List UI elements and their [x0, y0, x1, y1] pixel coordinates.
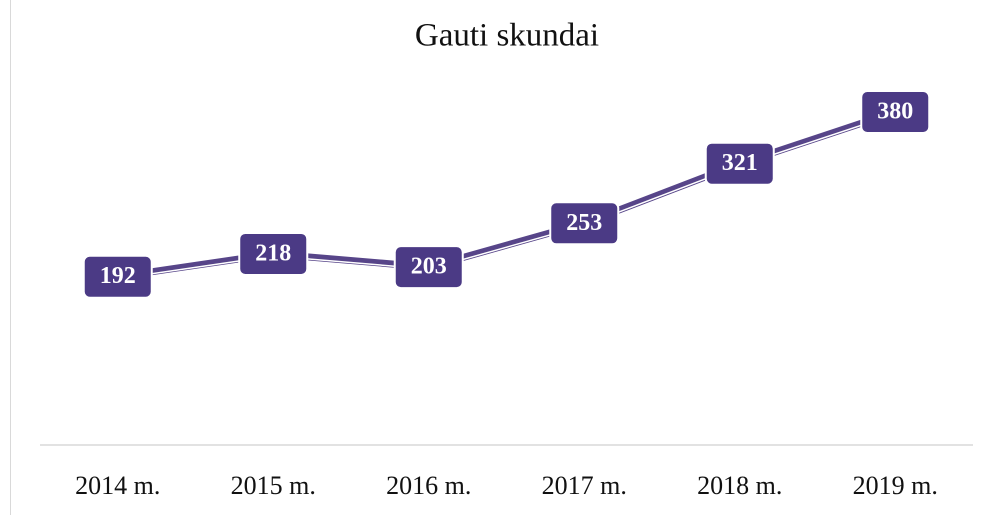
- x-tick-label: 2014 m.: [75, 471, 160, 500]
- point-marker: [860, 90, 931, 134]
- data-label: 192: [100, 263, 136, 289]
- point-marker: [393, 245, 464, 290]
- point-marker: [238, 231, 309, 276]
- x-tick-label: 2018 m.: [697, 471, 782, 500]
- data-label: 321: [722, 150, 758, 176]
- data-label: 253: [566, 210, 602, 236]
- data-label: 218: [255, 240, 291, 266]
- point-marker: [549, 201, 620, 246]
- series-line-highlight: [117, 113, 896, 280]
- data-label: 380: [877, 99, 913, 125]
- series-line: [117, 108, 897, 281]
- chart-title: Gauti skundai: [415, 18, 599, 54]
- point-marker: [82, 254, 153, 299]
- data-label: 203: [411, 254, 447, 280]
- x-tick-label: 2016 m.: [386, 471, 471, 500]
- x-tick-label: 2017 m.: [542, 471, 627, 500]
- point-marker: [704, 141, 775, 186]
- x-tick-label: 2015 m.: [231, 471, 316, 500]
- x-tick-label: 2019 m.: [853, 471, 938, 500]
